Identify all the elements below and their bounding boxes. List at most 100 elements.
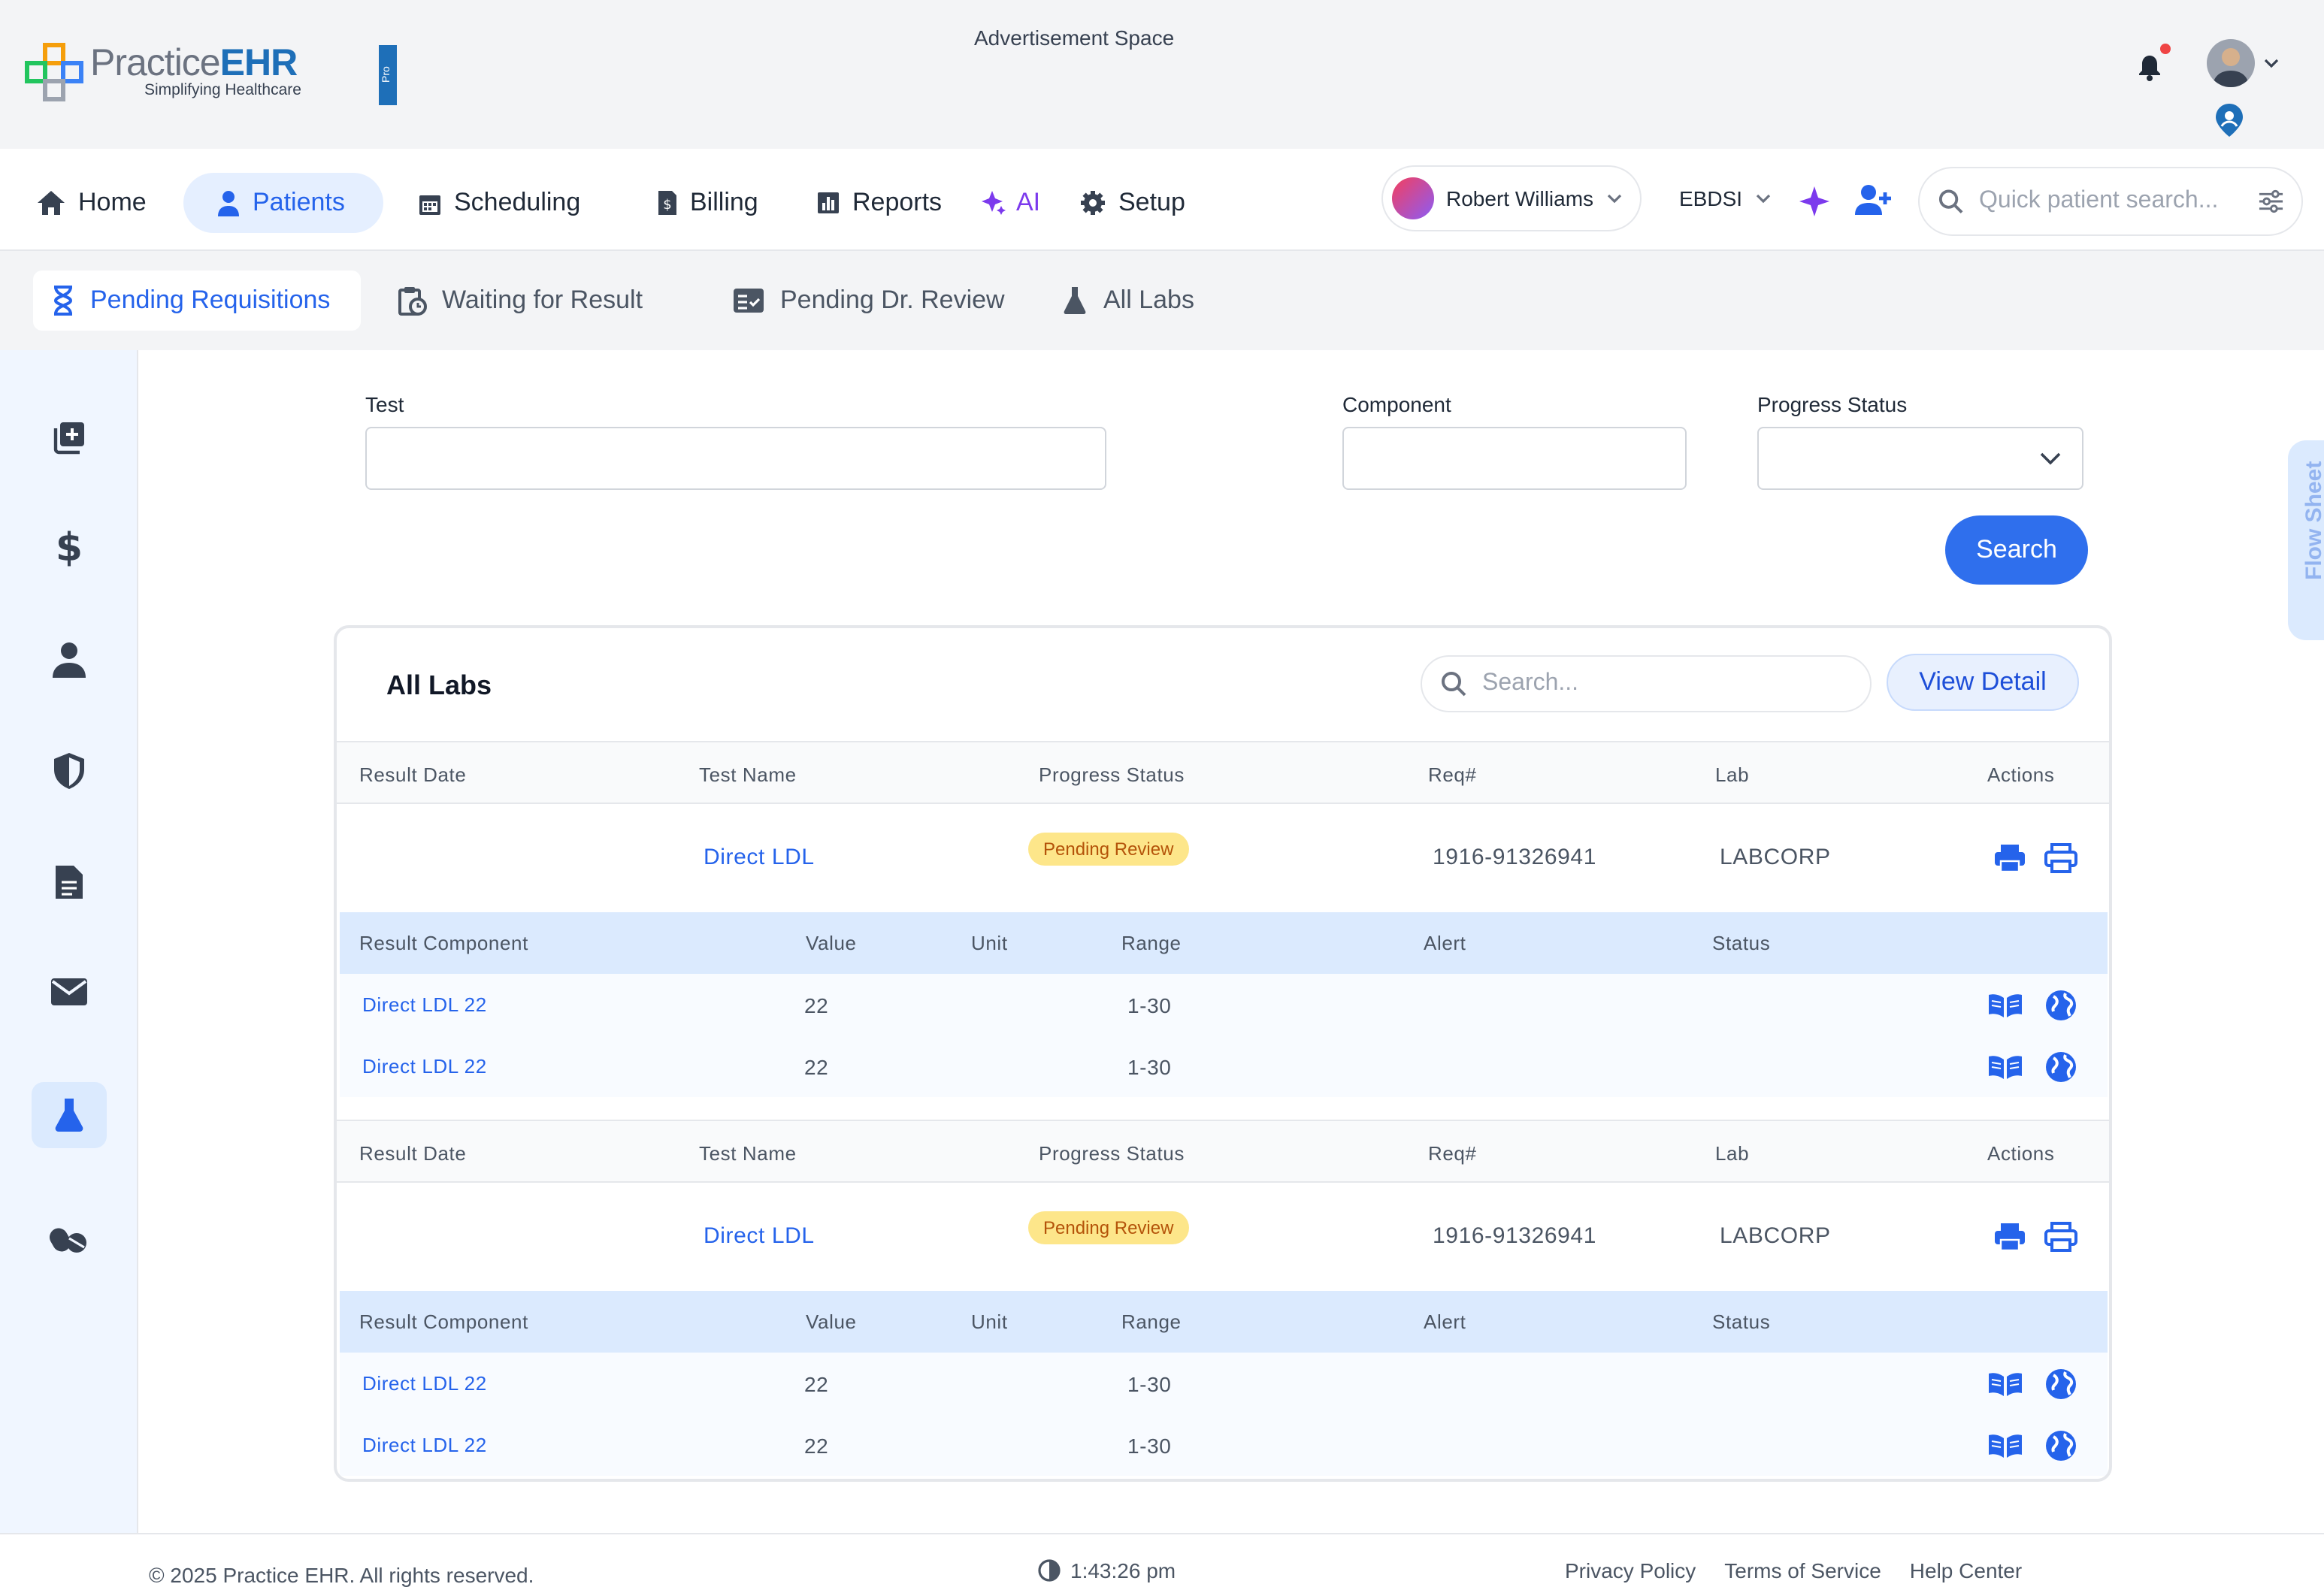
ai-sparkle-icon[interactable] — [1798, 185, 1831, 225]
nav-patients[interactable]: Patients — [183, 173, 383, 233]
view-detail-button[interactable]: View Detail — [1887, 654, 2079, 711]
quick-patient-search[interactable] — [1918, 167, 2303, 236]
result-row[interactable]: Direct LDL Pending Review 1916-91326941 LAB… — [337, 804, 2109, 912]
component-range: 1-30 — [1127, 1372, 1172, 1396]
sidebar-documents[interactable] — [32, 849, 107, 915]
nav-scheduling[interactable]: Scheduling — [397, 173, 601, 233]
globe-icon[interactable] — [2043, 1049, 2079, 1085]
component-name-link[interactable]: Direct LDL 22 — [362, 1372, 487, 1395]
test-name-link[interactable]: Direct LDL — [704, 1223, 815, 1249]
result-header-cell: Test Name — [699, 1142, 797, 1165]
reference-book-icon[interactable] — [1987, 1366, 2023, 1402]
component-row[interactable]: Direct LDL 22 22 1-30 — [340, 1414, 2108, 1476]
component-name-link[interactable]: Direct LDL 22 — [362, 993, 487, 1016]
chevron-down-icon — [1756, 194, 1771, 204]
tab-pending-dr-review[interactable]: Pending Dr. Review — [714, 271, 1023, 331]
globe-icon[interactable] — [2043, 987, 2079, 1023]
component-header-cell: Value — [806, 932, 857, 954]
test-name-link[interactable]: Direct LDL — [704, 845, 815, 870]
sidebar-messages[interactable] — [32, 959, 107, 1025]
quick-search-input[interactable] — [1979, 188, 2242, 215]
sidebar-insurance[interactable] — [32, 738, 107, 804]
print-icon[interactable] — [1992, 840, 2028, 876]
tab-all-labs[interactable]: All Labs — [1043, 271, 1212, 331]
clock-time: 1:43:26 pm — [1070, 1558, 1176, 1582]
card-title: All Labs — [386, 670, 492, 700]
filter-sliders-icon[interactable] — [2257, 189, 2283, 213]
tab-waiting-for-result[interactable]: Waiting for Result — [379, 271, 661, 331]
nav-ai[interactable]: AI — [959, 173, 1061, 233]
nav-reports[interactable]: Reports — [795, 173, 963, 233]
location-pin-icon[interactable] — [2214, 102, 2244, 146]
nav-patients-label: Patients — [253, 188, 345, 216]
help-center-link[interactable]: Help Center — [1909, 1558, 2023, 1582]
result-header-cell: Progress Status — [1039, 763, 1185, 786]
progress-status-label: Progress Status — [1757, 392, 1908, 416]
print-icon[interactable] — [1992, 1219, 2028, 1255]
component-header-cell: Status — [1712, 932, 1771, 954]
component-name-link[interactable]: Direct LDL 22 — [362, 1434, 487, 1456]
component-row[interactable]: Direct LDL 22 22 1-30 — [340, 1035, 2108, 1097]
tab-pending-requisitions[interactable]: Pending Requisitions — [33, 271, 361, 331]
component-header-row: Result Component Value Unit Range Alert Statu… — [340, 1291, 2108, 1353]
nav-setup[interactable]: Setup — [1058, 173, 1206, 233]
logo[interactable]: PracticeEHR Simplifying Healthcare Pro — [24, 42, 397, 105]
component-value: 22 — [804, 1372, 829, 1396]
result-header-cell: Progress Status — [1039, 1142, 1185, 1165]
result-row[interactable]: Direct LDL Pending Review 1916-91326941 LAB… — [337, 1183, 2109, 1291]
component-value: 22 — [804, 1434, 829, 1458]
lab-name: LABCORP — [1720, 1223, 1831, 1249]
reference-book-icon[interactable] — [1987, 1049, 2023, 1085]
notification-dot — [2160, 44, 2171, 54]
sidebar-medications[interactable] — [32, 1205, 107, 1271]
tab-pending-requisitions-label: Pending Requisitions — [90, 286, 331, 314]
terms-of-service-link[interactable]: Terms of Service — [1724, 1558, 1881, 1582]
facility-select[interactable]: EBDSI — [1679, 186, 1772, 210]
print-outline-icon[interactable] — [2043, 1219, 2079, 1255]
sidebar-demographics[interactable] — [32, 627, 107, 693]
card-search[interactable] — [1421, 655, 1872, 712]
provider-select[interactable]: Robert Williams — [1381, 165, 1642, 231]
print-outline-icon[interactable] — [2043, 840, 2079, 876]
progress-status-select[interactable] — [1757, 427, 2083, 490]
result-header-cell: Req# — [1428, 763, 1477, 786]
reference-book-icon[interactable] — [1987, 1428, 2023, 1464]
user-avatar[interactable] — [2207, 39, 2255, 87]
add-patient-icon[interactable] — [1855, 183, 1894, 224]
globe-icon[interactable] — [2043, 1366, 2079, 1402]
privacy-policy-link[interactable]: Privacy Policy — [1565, 1558, 1696, 1582]
top-header: PracticeEHR Simplifying Healthcare Pro A… — [0, 0, 2324, 149]
nav-ai-label: AI — [1016, 188, 1041, 216]
component-header-cell: Result Component — [359, 1310, 528, 1333]
checklist-icon — [734, 289, 764, 313]
tab-all-labs-label: All Labs — [1103, 286, 1194, 314]
progress-status-badge: Pending Review — [1028, 833, 1189, 866]
reference-book-icon[interactable] — [1987, 987, 2023, 1023]
result-header-row: Result Date Test Name Progress Status Req# L… — [337, 1120, 2109, 1183]
nav-billing[interactable]: $ Billing — [636, 173, 779, 233]
sidebar-billing[interactable]: $ — [32, 514, 107, 580]
nav-setup-label: Setup — [1118, 188, 1185, 216]
component-name-link[interactable]: Direct LDL 22 — [362, 1055, 487, 1078]
flow-sheet-tab[interactable]: Flow Sheet — [2288, 440, 2324, 640]
sidebar-add-encounter[interactable] — [32, 404, 107, 470]
component-row[interactable]: Direct LDL 22 22 1-30 — [340, 974, 2108, 1035]
component-header-cell: Value — [806, 1310, 857, 1333]
test-input[interactable] — [365, 427, 1106, 490]
notification-bell-icon[interactable] — [2138, 54, 2162, 89]
lab-sub-tabs: Pending Requisitions Waiting for Result … — [0, 251, 2324, 350]
chevron-down-icon[interactable] — [2262, 53, 2280, 80]
sidebar-labs[interactable] — [32, 1082, 107, 1148]
card-search-input[interactable] — [1482, 670, 1843, 697]
component-input[interactable] — [1342, 427, 1687, 490]
person-icon — [53, 642, 86, 678]
globe-icon[interactable] — [2043, 1428, 2079, 1464]
dollar-icon: $ — [57, 526, 81, 568]
logo-tagline: Simplifying Healthcare — [144, 81, 301, 99]
ad-space: Advertisement Space — [974, 26, 1175, 50]
nav-home[interactable]: Home — [15, 173, 168, 233]
logo-name-suffix: EHR — [219, 42, 298, 84]
component-row[interactable]: Direct LDL 22 22 1-30 — [340, 1353, 2108, 1414]
component-header-cell: Range — [1121, 1310, 1182, 1333]
search-button[interactable]: Search — [1945, 515, 2088, 585]
